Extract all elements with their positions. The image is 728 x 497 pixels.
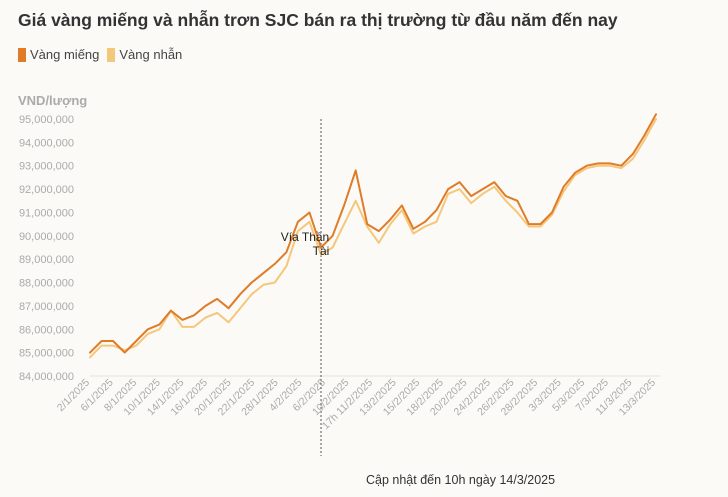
- y-tick-label: 94,000,000: [19, 137, 74, 149]
- legend-label-vang-mieng: Vàng miếng: [30, 47, 100, 62]
- legend-item-vang-nhan[interactable]: Vàng nhẫn: [107, 47, 182, 62]
- legend-item-vang-mieng[interactable]: Vàng miếng: [18, 47, 99, 62]
- y-tick-label: 86,000,000: [19, 324, 74, 336]
- y-tick-label: 95,000,000: [19, 114, 74, 126]
- y-tick-label: 84,000,000: [19, 371, 74, 383]
- y-tick-label: 89,000,000: [19, 254, 74, 266]
- line-chart: VND/lượng 95,000,000 94,000,000 93,000,000 9…: [18, 93, 660, 456]
- annotation-label: Vía Thần Tài: [281, 230, 330, 258]
- y-tick-label: 90,000,000: [19, 231, 74, 243]
- legend-swatch-vang-mieng: [18, 47, 26, 62]
- y-tick-label: 92,000,000: [19, 184, 74, 196]
- chart-title: Giá vàng miếng và nhẫn trơn SJC bán ra t…: [18, 10, 618, 30]
- chart-legend: Vàng miếng Vàng nhẫn: [18, 47, 182, 62]
- legend-label-vang-nhan: Vàng nhẫn: [119, 47, 183, 62]
- update-note: Cập nhật đến 10h ngày 14/3/2025: [366, 473, 556, 487]
- y-tick-label: 87,000,000: [19, 301, 74, 313]
- y-tick-label: 93,000,000: [19, 161, 74, 173]
- series-line-vang-mieng: [89, 113, 657, 354]
- series-line-vang-nhan: [89, 118, 657, 359]
- legend-swatch-vang-nhan: [107, 47, 116, 62]
- y-tick-label: 88,000,000: [19, 278, 74, 290]
- y-axis-title: VND/lượng: [18, 93, 87, 108]
- y-tick-label: 91,000,000: [19, 207, 74, 219]
- y-tick-label: 85,000,000: [19, 348, 74, 360]
